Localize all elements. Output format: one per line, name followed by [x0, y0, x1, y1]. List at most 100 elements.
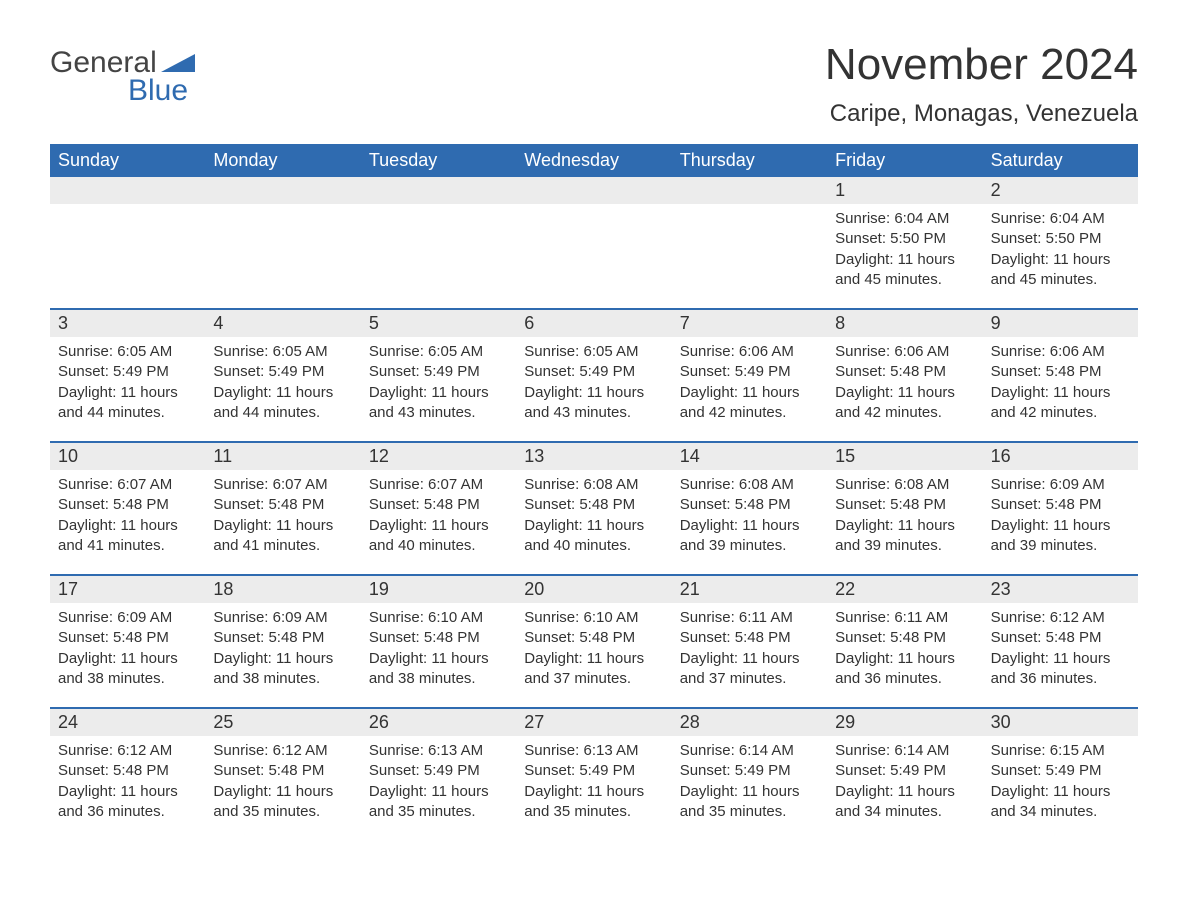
calendar-week: 17181920212223Sunrise: 6:09 AMSunset: 5:… — [50, 574, 1138, 689]
day-number: 8 — [827, 310, 982, 337]
daylight-text: Daylight: 11 hours and 42 minutes. — [835, 383, 974, 424]
sunset-text: Sunset: 5:48 PM — [991, 628, 1130, 648]
day-cell: Sunrise: 6:12 AMSunset: 5:48 PMDaylight:… — [50, 736, 205, 822]
sunrise-text: Sunrise: 6:08 AM — [680, 475, 819, 495]
sunset-text: Sunset: 5:48 PM — [835, 628, 974, 648]
daylight-text: Daylight: 11 hours and 42 minutes. — [991, 383, 1130, 424]
day-cell: Sunrise: 6:06 AMSunset: 5:48 PMDaylight:… — [983, 337, 1138, 423]
sunrise-text: Sunrise: 6:06 AM — [680, 342, 819, 362]
daylight-text: Daylight: 11 hours and 36 minutes. — [58, 782, 197, 823]
day-cell: Sunrise: 6:06 AMSunset: 5:48 PMDaylight:… — [827, 337, 982, 423]
daylight-text: Daylight: 11 hours and 37 minutes. — [524, 649, 663, 690]
sunset-text: Sunset: 5:49 PM — [58, 362, 197, 382]
day-cell — [205, 204, 360, 290]
day-number — [50, 177, 205, 204]
day-number: 13 — [516, 443, 671, 470]
sunset-text: Sunset: 5:49 PM — [680, 761, 819, 781]
daylight-text: Daylight: 11 hours and 45 minutes. — [991, 250, 1130, 291]
day-number: 5 — [361, 310, 516, 337]
sunrise-text: Sunrise: 6:06 AM — [835, 342, 974, 362]
sunset-text: Sunset: 5:50 PM — [835, 229, 974, 249]
daylight-text: Daylight: 11 hours and 38 minutes. — [369, 649, 508, 690]
day-number: 11 — [205, 443, 360, 470]
day-cell: Sunrise: 6:05 AMSunset: 5:49 PMDaylight:… — [516, 337, 671, 423]
daylight-text: Daylight: 11 hours and 35 minutes. — [524, 782, 663, 823]
sunset-text: Sunset: 5:48 PM — [58, 495, 197, 515]
sunrise-text: Sunrise: 6:13 AM — [524, 741, 663, 761]
daynum-row: 12 — [50, 177, 1138, 204]
calendar-week: 12Sunrise: 6:04 AMSunset: 5:50 PMDayligh… — [50, 177, 1138, 290]
day-number: 21 — [672, 576, 827, 603]
sunset-text: Sunset: 5:48 PM — [680, 628, 819, 648]
sunset-text: Sunset: 5:48 PM — [835, 362, 974, 382]
sunrise-text: Sunrise: 6:07 AM — [369, 475, 508, 495]
day-cell: Sunrise: 6:08 AMSunset: 5:48 PMDaylight:… — [672, 470, 827, 556]
sunset-text: Sunset: 5:50 PM — [991, 229, 1130, 249]
sunset-text: Sunset: 5:49 PM — [369, 761, 508, 781]
day-number: 1 — [827, 177, 982, 204]
sunset-text: Sunset: 5:48 PM — [680, 495, 819, 515]
day-number: 23 — [983, 576, 1138, 603]
daylight-text: Daylight: 11 hours and 34 minutes. — [835, 782, 974, 823]
day-number: 19 — [361, 576, 516, 603]
page-header: General Blue November 2024 Caripe, Monag… — [50, 40, 1138, 128]
day-cell: Sunrise: 6:12 AMSunset: 5:48 PMDaylight:… — [205, 736, 360, 822]
daylight-text: Daylight: 11 hours and 43 minutes. — [369, 383, 508, 424]
daynum-row: 24252627282930 — [50, 709, 1138, 736]
day-number — [361, 177, 516, 204]
day-cell: Sunrise: 6:07 AMSunset: 5:48 PMDaylight:… — [205, 470, 360, 556]
brand-word-2: Blue — [128, 74, 188, 108]
sunset-text: Sunset: 5:48 PM — [991, 495, 1130, 515]
day-number: 22 — [827, 576, 982, 603]
sunrise-text: Sunrise: 6:04 AM — [835, 209, 974, 229]
sunrise-text: Sunrise: 6:14 AM — [680, 741, 819, 761]
weekday-header: Thursday — [672, 144, 827, 177]
daylight-text: Daylight: 11 hours and 34 minutes. — [991, 782, 1130, 823]
sunrise-text: Sunrise: 6:15 AM — [991, 741, 1130, 761]
location-subtitle: Caripe, Monagas, Venezuela — [825, 100, 1138, 128]
calendar-week: 10111213141516Sunrise: 6:07 AMSunset: 5:… — [50, 441, 1138, 556]
day-cell: Sunrise: 6:09 AMSunset: 5:48 PMDaylight:… — [205, 603, 360, 689]
daylight-text: Daylight: 11 hours and 41 minutes. — [58, 516, 197, 557]
daylight-text: Daylight: 11 hours and 45 minutes. — [835, 250, 974, 291]
sunrise-text: Sunrise: 6:09 AM — [58, 608, 197, 628]
sunrise-text: Sunrise: 6:05 AM — [213, 342, 352, 362]
daynum-row: 17181920212223 — [50, 576, 1138, 603]
sunset-text: Sunset: 5:49 PM — [524, 761, 663, 781]
weekday-header: Monday — [205, 144, 360, 177]
sunset-text: Sunset: 5:49 PM — [369, 362, 508, 382]
daylight-text: Daylight: 11 hours and 42 minutes. — [680, 383, 819, 424]
day-cell: Sunrise: 6:12 AMSunset: 5:48 PMDaylight:… — [983, 603, 1138, 689]
daylight-text: Daylight: 11 hours and 44 minutes. — [58, 383, 197, 424]
sunrise-text: Sunrise: 6:12 AM — [58, 741, 197, 761]
sunset-text: Sunset: 5:49 PM — [213, 362, 352, 382]
sunrise-text: Sunrise: 6:09 AM — [213, 608, 352, 628]
day-number: 9 — [983, 310, 1138, 337]
day-number: 2 — [983, 177, 1138, 204]
sunrise-text: Sunrise: 6:07 AM — [213, 475, 352, 495]
daylight-text: Daylight: 11 hours and 38 minutes. — [58, 649, 197, 690]
weekday-header: Saturday — [983, 144, 1138, 177]
daynum-row: 10111213141516 — [50, 443, 1138, 470]
day-number: 24 — [50, 709, 205, 736]
sunrise-text: Sunrise: 6:05 AM — [524, 342, 663, 362]
day-cell — [50, 204, 205, 290]
day-number: 17 — [50, 576, 205, 603]
day-cell: Sunrise: 6:04 AMSunset: 5:50 PMDaylight:… — [983, 204, 1138, 290]
day-number: 27 — [516, 709, 671, 736]
brand-logo: General Blue — [50, 40, 195, 108]
sunrise-text: Sunrise: 6:13 AM — [369, 741, 508, 761]
day-number: 3 — [50, 310, 205, 337]
sunset-text: Sunset: 5:49 PM — [835, 761, 974, 781]
daylight-text: Daylight: 11 hours and 36 minutes. — [835, 649, 974, 690]
day-number — [205, 177, 360, 204]
day-cell: Sunrise: 6:11 AMSunset: 5:48 PMDaylight:… — [672, 603, 827, 689]
sunrise-text: Sunrise: 6:12 AM — [213, 741, 352, 761]
weekday-header-row: Sunday Monday Tuesday Wednesday Thursday… — [50, 144, 1138, 177]
calendar: Sunday Monday Tuesday Wednesday Thursday… — [50, 144, 1138, 822]
daylight-text: Daylight: 11 hours and 40 minutes. — [524, 516, 663, 557]
day-number: 15 — [827, 443, 982, 470]
day-cell: Sunrise: 6:05 AMSunset: 5:49 PMDaylight:… — [205, 337, 360, 423]
sunset-text: Sunset: 5:49 PM — [524, 362, 663, 382]
daylight-text: Daylight: 11 hours and 35 minutes. — [369, 782, 508, 823]
